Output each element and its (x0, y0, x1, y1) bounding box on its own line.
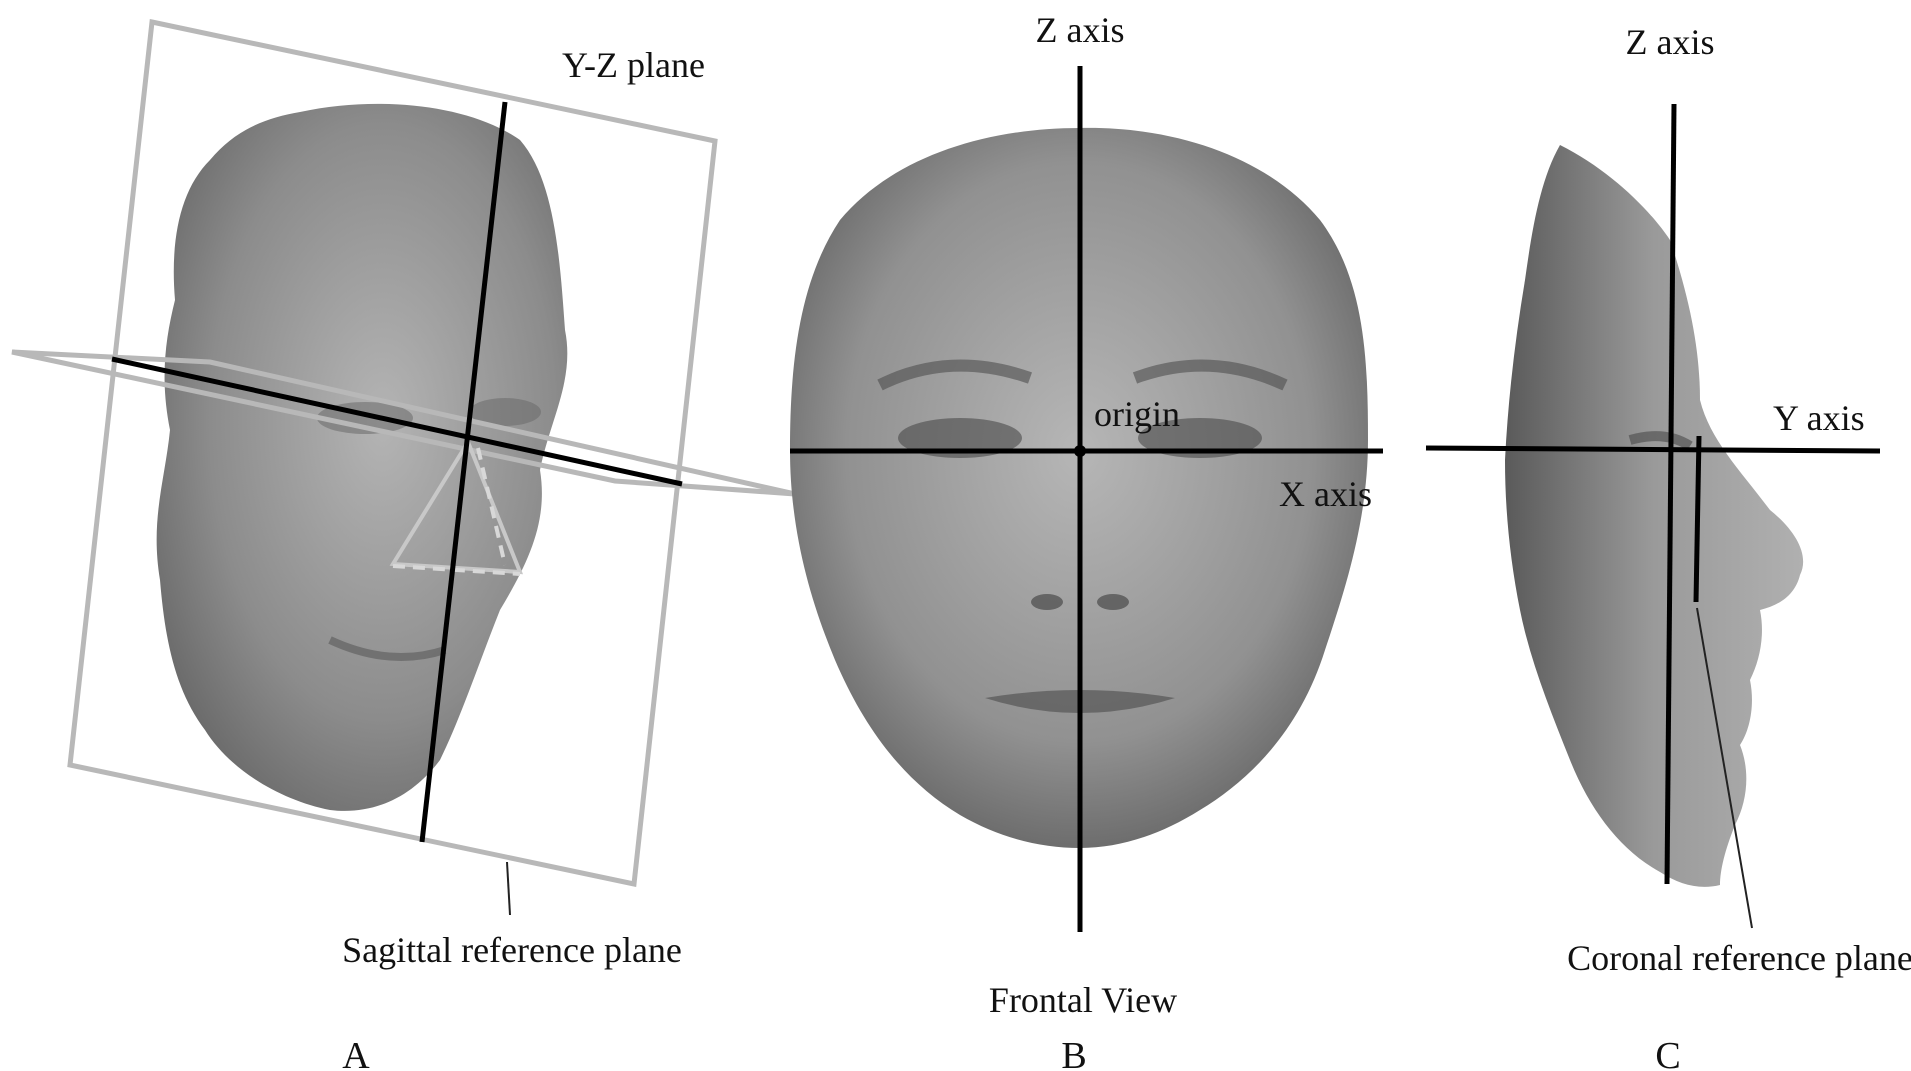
origin-label: origin (1094, 394, 1180, 434)
coronal-reference-label: Coronal reference plane (1567, 938, 1911, 978)
nose-triangle-dashed-base (392, 564, 521, 576)
panel-a: Y-Z plane Sagittal reference plane A (11, 18, 796, 1071)
sagittal-pointer-line (506, 861, 511, 916)
nose-triangle-dashed-edge (476, 447, 507, 566)
left-eye-shading (469, 398, 541, 426)
frontal-nostril-right (1097, 594, 1129, 610)
panel-b-z-axis-label: Z axis (1036, 10, 1125, 50)
panel-a-horizontal-axis (111, 356, 683, 487)
frontal-nostril-left (1031, 594, 1063, 610)
panel-a-letter: A (342, 1035, 370, 1071)
mouth-shading (328, 636, 447, 662)
frontal-left-brow (1132, 359, 1288, 391)
y-axis-line (1425, 445, 1881, 454)
frontal-view-label: Frontal View (989, 980, 1177, 1020)
profile-z-axis-line (1664, 103, 1677, 885)
frontal-right-brow (877, 359, 1032, 391)
profile-eye-shading (1628, 431, 1693, 451)
sagittal-reference-label: Sagittal reference plane (342, 930, 682, 970)
panel-c-z-axis-label: Z axis (1626, 22, 1715, 62)
frontal-left-eye (1138, 418, 1262, 458)
panel-b-letter: B (1061, 1035, 1086, 1071)
yz-plane-outline (67, 18, 718, 888)
frontal-right-eye (898, 418, 1022, 458)
oblique-face-surface (156, 103, 568, 811)
coronal-pointer-line (1696, 607, 1753, 929)
origin-point (1074, 445, 1086, 457)
y-axis-label: Y axis (1773, 398, 1865, 438)
yz-plane-label: Y-Z plane (562, 45, 705, 85)
panel-b: Z axis origin X axis Frontal View B (790, 10, 1383, 1071)
panel-a-vertical-axis (419, 101, 508, 843)
profile-face-surface (1505, 145, 1804, 887)
panel-c: Z axis Y axis Coronal reference plane C (1425, 22, 1911, 1071)
panel-c-letter: C (1655, 1035, 1680, 1071)
x-axis-label: X axis (1279, 474, 1372, 514)
coronal-plane-line (1693, 435, 1702, 603)
